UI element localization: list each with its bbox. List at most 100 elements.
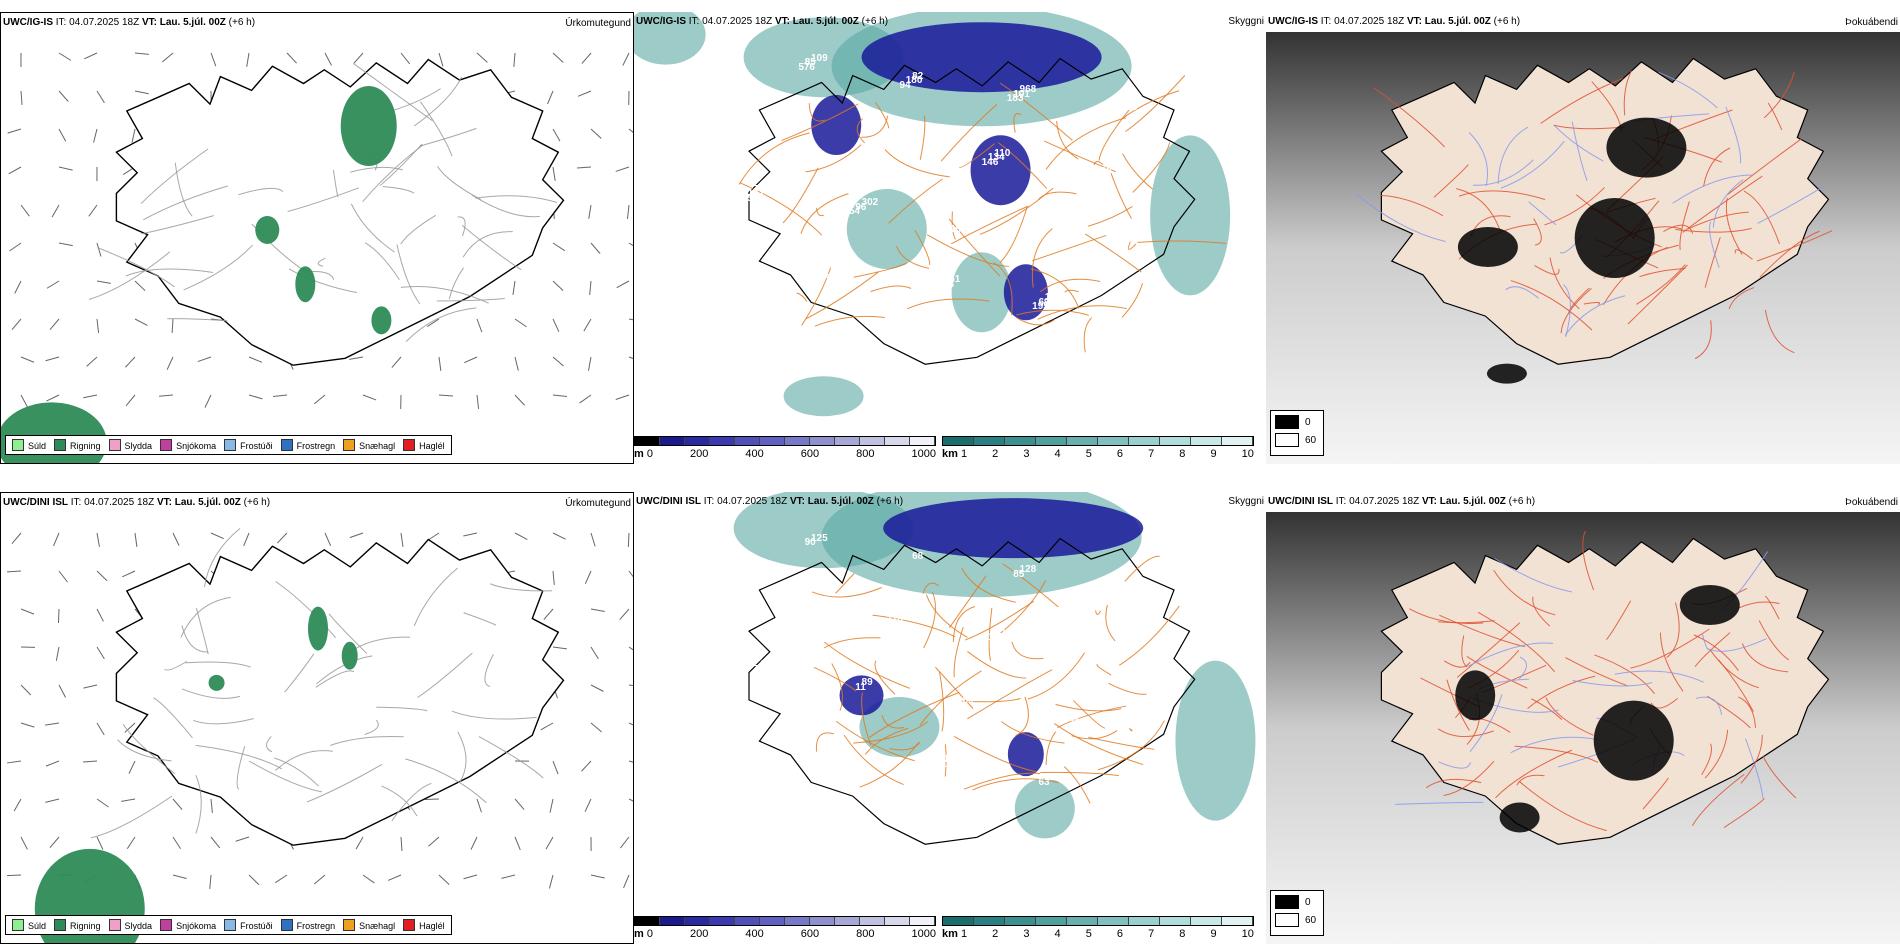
legend-item: Slydda — [108, 439, 152, 451]
legend-item: Snæhagl — [343, 439, 395, 451]
cloud-base-label: 73 — [1070, 708, 1082, 720]
cloud-base-label: 183 — [1006, 93, 1024, 105]
precip-panel-top: UWC/IG-IS IT: 04.07.2025 18Z VT: Lau. 5.… — [0, 12, 634, 464]
cloud-base-label: 102 — [1139, 43, 1157, 55]
cloud-base-label: 134 — [785, 595, 803, 607]
cloud-base-label: 69 — [1038, 296, 1050, 308]
cloud-base-label: 167 — [1095, 645, 1113, 657]
cloud-base-label: 118 — [886, 614, 903, 626]
cloud-base-label: 152 — [1063, 713, 1081, 725]
cloud-base-label: 171 — [747, 188, 765, 200]
cloud-base-label: 83 — [1114, 106, 1126, 118]
cloud-base-label: 123 — [735, 242, 752, 254]
fog-panel-bottom: UWC/DINI ISL IT: 04.07.2025 18Z VT: Lau.… — [1266, 492, 1900, 944]
cloud-base-label: 111 — [987, 632, 1004, 644]
cloud-base-label: 149 — [785, 115, 803, 127]
cloud-base-label: 85 — [1013, 568, 1025, 580]
field-name: Úrkomutegund — [565, 498, 631, 509]
cloud-base-label: 195 — [1032, 301, 1049, 313]
panel-title: UWC/DINI ISL IT: 04.07.2025 18Z VT: Lau.… — [636, 496, 904, 507]
cloud-base-label: 128 — [1019, 564, 1037, 576]
legend-item: Rigning — [54, 439, 101, 451]
cloud-base-label: 68 — [912, 550, 924, 562]
cloud-base-label: 116 — [716, 256, 733, 268]
cloud-base-label: 103 — [829, 745, 847, 757]
cloud-base-label: 795 — [709, 34, 727, 46]
cloud-base-label: 100 — [1133, 48, 1150, 60]
cloud-base-label: 117 — [943, 754, 960, 766]
cloud-base-colorbar: m 0 200 400 600 800 1000 — [634, 436, 936, 460]
legend-item: Haglél — [403, 439, 445, 451]
cloud-base-label: 94 — [899, 79, 911, 91]
cloud-panel-bottom: UWC/DINI ISL IT: 04.07.2025 18Z VT: Lau.… — [634, 492, 1266, 944]
iceland-precip-map — [6, 528, 633, 943]
field-name: Skyggni — [1228, 16, 1264, 27]
cloud-base-label: 203 — [937, 278, 955, 290]
cloud-base-label: 652 — [1070, 228, 1087, 240]
cloud-panel-top: UWC/IG-IS IT: 04.07.2025 18Z VT: Lau. 5.… — [634, 12, 1266, 464]
field-name: Úrkomutegund — [565, 18, 631, 29]
colorbar-strip — [634, 436, 936, 446]
field-name: Skyggni — [1228, 496, 1264, 507]
cloud-base-label: 89 — [728, 727, 740, 739]
cloud-base-label: 137 — [956, 219, 973, 231]
cloud-base-label: 54 — [848, 206, 860, 218]
cloud-base-label: 576 — [798, 61, 815, 73]
cloud-base-colorbar: m 0 200 400 600 800 1000 — [634, 916, 936, 940]
cloud-base-label: 108 — [1095, 165, 1113, 177]
legend-item: Frostregn — [280, 439, 335, 451]
cloud-base-label: 96 — [779, 120, 791, 132]
colorbar-strip — [634, 916, 936, 926]
visibility-colorbar: km 1 2 3 4 5 6 7 8 9 10 — [942, 916, 1254, 940]
cloud-base-label: 744 — [735, 722, 752, 734]
cloud-base-label: 80 — [962, 695, 974, 707]
cloud-base-label: 91 — [1145, 519, 1158, 531]
cloud-base-label: 41 — [1082, 174, 1094, 186]
legend-item: Slydda — [108, 919, 152, 931]
field-name: Þokuábendi — [1845, 497, 1898, 508]
cloud-base-label: 59 — [1057, 238, 1069, 249]
cloud-base-label: 85 — [804, 57, 816, 69]
cloud-base-label: 302 — [861, 197, 879, 209]
legend-item: Frostúði — [224, 439, 273, 451]
cloud-base-label: 90 — [804, 537, 816, 549]
iceland-fog-map — [1266, 32, 1900, 464]
cloud-base-label: 63 — [1038, 776, 1050, 788]
cloud-base-label: 116 — [1044, 772, 1061, 784]
cloud-base-label: 153 — [950, 224, 967, 236]
cloud-base-label: 119 — [1120, 582, 1137, 594]
panel-title: UWC/DINI ISL IT: 04.07.2025 18Z VT: Lau.… — [3, 497, 271, 508]
legend-item: Frostúði — [224, 919, 273, 931]
cloud-base-label: 91 — [962, 215, 974, 227]
fog-index-legend: 0 60 — [1270, 890, 1324, 936]
legend-item: Rigning — [54, 919, 101, 931]
iceland-fog-map — [1266, 512, 1900, 944]
legend-item: Frostregn — [280, 919, 335, 931]
cloud-base-label: 157 — [741, 192, 759, 204]
panel-title: UWC/IG-IS IT: 04.07.2025 18Z VT: Lau. 5.… — [636, 16, 889, 27]
cloud-base-label: 109 — [810, 52, 828, 64]
panel-title: UWC/IG-IS IT: 04.07.2025 18Z VT: Lau. 5.… — [1268, 16, 1521, 27]
panel-title: UWC/IG-IS IT: 04.07.2025 18Z VT: Lau. 5.… — [3, 17, 256, 28]
cloud-base-label: 89 — [861, 677, 873, 689]
legend-item: Haglél — [403, 919, 445, 931]
cloud-base-label: 109 — [709, 514, 727, 526]
cloud-base-label: 134 — [987, 152, 1005, 164]
cloud-base-label: 103 — [1120, 102, 1138, 114]
colorbar-strip — [942, 916, 1254, 926]
iceland-precip-map — [1, 52, 633, 463]
cloud-base-label: 101 — [1013, 88, 1030, 100]
fog-panel-top: UWC/IG-IS IT: 04.07.2025 18Z VT: Lau. 5.… — [1266, 12, 1900, 464]
cloud-base-label: 79 — [754, 663, 766, 675]
cloud-base-label: 102 — [760, 179, 778, 191]
field-name: Þokuábendi — [1845, 17, 1898, 28]
cloud-base-label: 126 — [924, 287, 942, 299]
legend-item: Súld — [12, 919, 46, 931]
cloud-base-label: 89 — [773, 125, 785, 136]
cloud-base-label: 112 — [886, 134, 903, 146]
precip-panel-bottom: UWC/DINI ISL IT: 04.07.2025 18Z VT: Lau.… — [0, 492, 634, 944]
cloud-base-label: 83 — [1145, 39, 1158, 51]
cloud-base-label: 113 — [829, 265, 847, 277]
cloud-base-label: 163 — [728, 247, 746, 259]
cloud-base-label: 176 — [931, 283, 948, 295]
